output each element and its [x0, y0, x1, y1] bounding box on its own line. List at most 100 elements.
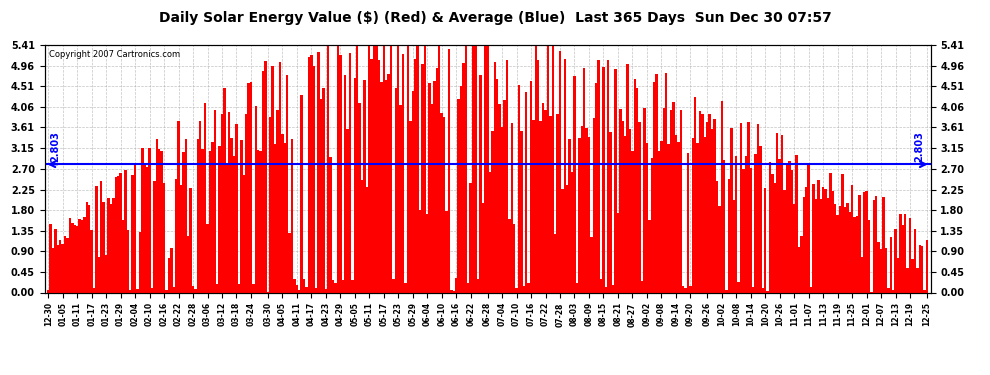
Bar — [443, 117, 446, 292]
Bar — [424, 45, 426, 292]
Bar — [474, 45, 477, 292]
Bar — [98, 256, 100, 292]
Bar — [298, 290, 301, 292]
Bar — [455, 278, 457, 292]
Bar — [431, 104, 434, 292]
Bar — [530, 81, 533, 292]
Bar — [279, 62, 281, 292]
Bar — [142, 148, 144, 292]
Bar — [568, 139, 571, 292]
Bar — [417, 45, 419, 292]
Bar — [447, 50, 450, 292]
Bar — [148, 148, 150, 292]
Bar — [733, 200, 735, 292]
Bar — [735, 156, 738, 292]
Bar — [501, 127, 503, 292]
Bar — [206, 224, 209, 292]
Bar — [590, 237, 593, 292]
Bar — [761, 288, 764, 292]
Bar — [95, 186, 98, 292]
Bar — [863, 192, 865, 292]
Bar — [919, 245, 921, 292]
Bar — [68, 218, 71, 292]
Bar — [112, 198, 115, 292]
Bar — [486, 45, 489, 292]
Bar — [573, 76, 576, 292]
Bar — [85, 202, 88, 292]
Bar — [254, 106, 257, 292]
Bar — [404, 283, 407, 292]
Bar — [491, 131, 494, 292]
Bar — [261, 70, 264, 292]
Bar — [327, 45, 330, 292]
Bar — [554, 234, 556, 292]
Bar — [769, 162, 771, 292]
Bar — [585, 128, 588, 292]
Bar — [221, 114, 223, 292]
Bar — [397, 45, 399, 292]
Bar — [540, 121, 542, 292]
Bar — [723, 160, 726, 292]
Bar — [47, 290, 50, 292]
Bar — [184, 140, 187, 292]
Bar — [303, 279, 305, 292]
Bar — [402, 54, 404, 292]
Bar — [155, 139, 158, 292]
Bar — [520, 131, 523, 292]
Bar — [634, 80, 636, 292]
Bar — [429, 83, 431, 292]
Bar — [344, 75, 346, 292]
Bar — [825, 189, 827, 292]
Bar — [50, 225, 51, 292]
Bar — [124, 170, 127, 292]
Bar — [892, 290, 894, 292]
Bar — [740, 123, 742, 292]
Bar — [738, 282, 740, 292]
Bar — [648, 220, 650, 292]
Bar — [165, 290, 167, 292]
Bar — [170, 248, 172, 292]
Bar — [457, 99, 459, 292]
Bar — [132, 175, 134, 292]
Bar — [704, 136, 706, 292]
Bar — [578, 138, 580, 292]
Bar — [778, 159, 781, 292]
Bar — [687, 153, 689, 292]
Text: 2.803: 2.803 — [50, 131, 60, 162]
Bar — [81, 220, 83, 292]
Bar — [264, 61, 266, 292]
Bar — [363, 80, 365, 292]
Bar — [117, 176, 120, 292]
Bar — [684, 288, 687, 292]
Bar — [211, 142, 214, 292]
Bar — [73, 225, 76, 292]
Bar — [305, 287, 308, 292]
Bar — [617, 213, 619, 292]
Bar — [395, 88, 397, 292]
Bar — [236, 124, 238, 292]
Bar — [875, 196, 877, 292]
Bar — [137, 289, 139, 292]
Bar — [340, 55, 342, 292]
Bar — [808, 164, 810, 292]
Bar — [632, 151, 634, 292]
Bar — [800, 236, 803, 292]
Bar — [612, 285, 615, 292]
Bar — [716, 181, 718, 292]
Bar — [107, 198, 110, 292]
Bar — [701, 114, 704, 292]
Bar — [783, 190, 786, 292]
Bar — [231, 138, 233, 292]
Bar — [421, 64, 424, 292]
Bar — [533, 120, 535, 292]
Bar — [409, 121, 412, 292]
Bar — [459, 87, 462, 292]
Bar — [916, 268, 919, 292]
Bar — [153, 181, 155, 292]
Bar — [88, 205, 90, 292]
Bar — [511, 123, 513, 292]
Bar — [728, 179, 731, 292]
Bar — [325, 290, 327, 292]
Bar — [167, 258, 170, 292]
Bar — [385, 80, 387, 292]
